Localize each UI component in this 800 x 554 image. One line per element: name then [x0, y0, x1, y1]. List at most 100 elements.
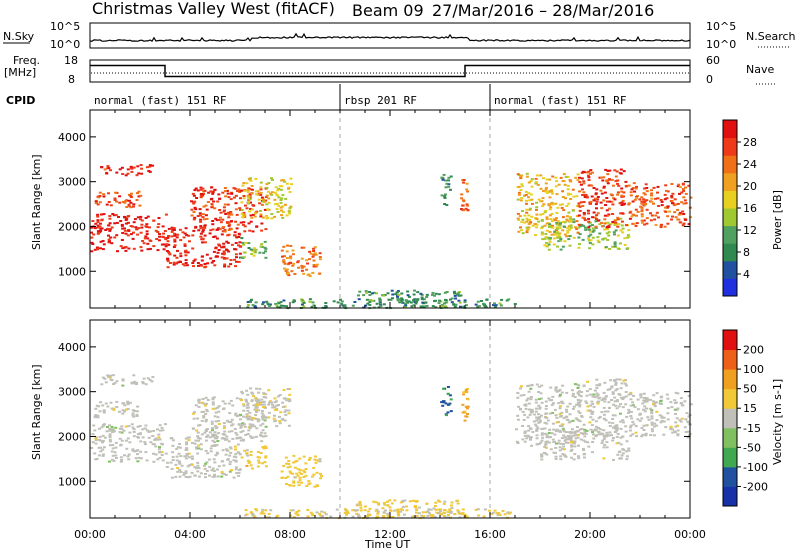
vel-echo-cell [631, 433, 635, 436]
power-echo-cell [139, 194, 143, 197]
vel-echo-cell [461, 411, 465, 414]
vel-echo-cell [422, 515, 426, 518]
power-echo-cell [545, 216, 549, 219]
vel-echo-cell [457, 512, 461, 515]
vel-echo-cell [676, 407, 680, 410]
power-echo-cell [289, 177, 293, 180]
power-echo-cell [281, 216, 285, 219]
vel-echo-cell [255, 411, 258, 413]
vel-echo-cell [613, 396, 617, 399]
vel-echo-cell [298, 468, 302, 471]
vel-echo-cell [524, 430, 527, 433]
power-echo-cell [551, 226, 555, 229]
power-echo-cell [595, 200, 599, 203]
power-echo-cell [198, 214, 202, 217]
power-echo-cell [132, 166, 136, 169]
vel-echo-cell [118, 427, 122, 430]
power-echo-cell [307, 273, 311, 276]
vel-echo-cell [109, 401, 113, 404]
vel-echo-cell [431, 514, 435, 516]
vel-echo-cell [655, 392, 659, 395]
vel-echo-cell [295, 511, 299, 513]
vel-echo-cell [625, 458, 629, 461]
vel-echo-cell [598, 415, 602, 418]
power-echo-cell [626, 247, 630, 250]
power-echo-cell [166, 260, 170, 262]
power-echo-cell [608, 248, 612, 250]
vel-echo-cell [246, 409, 250, 412]
power-echo-cell [581, 238, 585, 241]
vel-echo-cell [592, 405, 596, 408]
power-echo-cell [530, 202, 534, 205]
vel-echo-cell [534, 398, 538, 401]
vel-echo-cell [567, 438, 571, 441]
power-echo-cell [590, 195, 594, 198]
vel-echo-cell [136, 405, 140, 408]
power-echo-cell [253, 215, 257, 218]
vel-echo-cell [589, 416, 593, 419]
vel-echo-cell [636, 398, 640, 401]
power-echo-cell [92, 233, 96, 236]
power-echo-cell [117, 216, 120, 218]
power-echo-cell [650, 194, 653, 197]
vel-echo-cell [576, 392, 580, 395]
power-echo-cell [221, 218, 225, 221]
power-echo-cell [170, 226, 174, 229]
vel-echo-cell [214, 407, 218, 410]
power-echo-cell [312, 304, 316, 307]
power-echo-cell [137, 195, 141, 198]
vel-echo-cell [249, 387, 253, 390]
power-echo-cell [611, 203, 615, 206]
vel-echo-cell [602, 438, 606, 441]
vel-echo-cell [553, 433, 557, 436]
power-echo-cell [287, 210, 291, 213]
power-echo-cell [594, 192, 598, 195]
power-echo-cell [614, 221, 618, 224]
power-echo-cell [620, 201, 624, 204]
vel-echo-cell [569, 436, 573, 439]
power-echo-cell [372, 291, 376, 294]
vel-echo-cell [439, 510, 443, 513]
power-echo-cell [642, 192, 646, 195]
power-echo-cell [126, 168, 130, 171]
power-echo-cell [382, 294, 386, 297]
vel-echo-cell [105, 426, 109, 428]
power-echo-cell [265, 300, 269, 303]
vel-echo-cell [650, 421, 654, 424]
power-echo-cell [127, 204, 131, 207]
vel-echo-cell [430, 515, 434, 518]
vel-echo-cell [240, 422, 244, 425]
vel-echo-cell [535, 383, 539, 386]
vel-echo-cell [624, 425, 628, 428]
vel-echo-cell [297, 509, 301, 512]
vel-echo-cell [650, 412, 654, 415]
power-echo-cell [409, 301, 413, 304]
power-echo-cell [219, 221, 223, 224]
vel-echo-cell [530, 444, 534, 447]
vel-echo-cell [687, 421, 690, 424]
power-echo-cell [397, 293, 401, 296]
power-echo-cell [207, 191, 211, 194]
power-echo-cell [582, 201, 586, 203]
power-echo-cell [521, 210, 524, 212]
power-echo-cell [184, 254, 188, 257]
power-echo-cell [520, 221, 524, 224]
vel-echo-cell [244, 509, 248, 512]
vel-echo-cell [464, 405, 468, 408]
vel-echo-cell [120, 431, 124, 434]
power-echo-cell [162, 248, 166, 251]
vel-echo-cell [102, 411, 106, 414]
vel-echo-cell [535, 437, 539, 440]
vel-echo-cell [149, 430, 152, 433]
vel-echo-cell [259, 452, 263, 454]
power-echo-cell [659, 226, 663, 229]
vel-echo-cell [97, 438, 101, 441]
power-echo-cell [680, 191, 684, 194]
power-echo-cell [242, 221, 246, 224]
vel-echo-cell [523, 432, 527, 435]
vel-echo-cell [217, 423, 221, 425]
vel-echo-cell [524, 403, 528, 406]
power-echo-cell [108, 240, 111, 243]
power-echo-cell [108, 215, 112, 217]
power-echo-cell [181, 263, 185, 266]
